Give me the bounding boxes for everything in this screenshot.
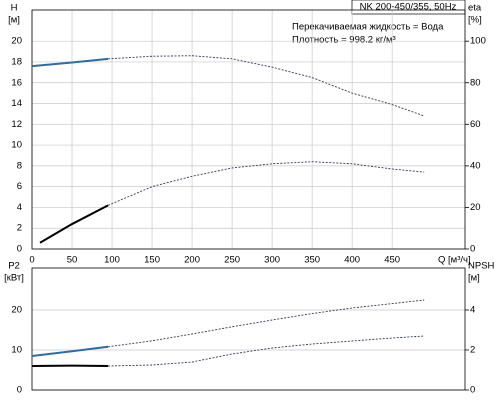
x-tick-label: 50 — [67, 255, 78, 266]
x-tick-label: 350 — [304, 255, 320, 266]
y-axis-label: P2 — [8, 261, 20, 272]
y-tick-label: 14 — [11, 98, 22, 109]
y-tick-label: 8 — [17, 160, 22, 171]
x-tick-label: 400 — [344, 255, 360, 266]
y2-tick-label: 0 — [470, 385, 475, 396]
y-tick-label: 18 — [11, 56, 22, 67]
curve — [107, 299, 425, 348]
curve — [107, 161, 425, 206]
y2-tick-label: 0 — [470, 244, 475, 255]
curve — [39, 204, 109, 244]
annotation: Плотность = 998.2 кг/м³ — [292, 35, 396, 46]
y2-tick-label: 2 — [470, 345, 475, 356]
y2-axis-unit: [м] — [468, 273, 480, 284]
x-tick-label: 450 — [384, 255, 400, 266]
curve — [31, 345, 109, 357]
x-axis-label: Q [м³/ч] — [438, 255, 471, 266]
curve — [108, 335, 425, 367]
y-axis-unit: [кВт] — [4, 273, 24, 284]
y2-tick-label: 100 — [470, 36, 486, 47]
y2-axis-label: NPSH — [468, 261, 495, 272]
y-axis-label: H — [11, 3, 18, 14]
plot-frame — [31, 9, 466, 250]
y-tick-label: 10 — [11, 140, 22, 151]
x-tick-label: 150 — [144, 255, 160, 266]
curve — [108, 55, 425, 117]
y2-tick-label: 20 — [470, 202, 481, 213]
y-tick-label: 20 — [11, 305, 22, 316]
y2-axis-unit: [%] — [468, 15, 482, 26]
y-tick-label: 4 — [17, 202, 22, 213]
title-box — [351, 0, 466, 15]
y2-tick-label: 80 — [470, 77, 481, 88]
x-tick-label: 300 — [264, 255, 280, 266]
y-tick-label: 0 — [17, 385, 22, 396]
annotation: Перекачиваемая жидкость = Вода — [292, 22, 444, 33]
y-axis-unit: [м] — [8, 15, 20, 26]
y-tick-label: 12 — [11, 119, 22, 130]
y-tick-label: 0 — [17, 244, 22, 255]
y2-tick-label: 4 — [470, 305, 475, 316]
x-tick-label: 0 — [29, 255, 34, 266]
y-tick-label: 20 — [11, 36, 22, 47]
x-tick-label: 250 — [224, 255, 240, 266]
y2-axis-label: eta — [468, 3, 482, 14]
plot-frame — [31, 267, 466, 391]
y-tick-label: 10 — [11, 345, 22, 356]
y2-tick-label: 60 — [470, 119, 481, 130]
x-tick-label: 100 — [104, 255, 120, 266]
curve — [31, 57, 109, 68]
y2-tick-label: 40 — [470, 160, 481, 171]
y-tick-label: 16 — [11, 77, 22, 88]
y-tick-label: 2 — [17, 223, 22, 234]
y-tick-label: 6 — [17, 181, 22, 192]
chart-title: NK 200-450/355, 50Hz — [360, 2, 457, 13]
x-tick-label: 200 — [184, 255, 200, 266]
